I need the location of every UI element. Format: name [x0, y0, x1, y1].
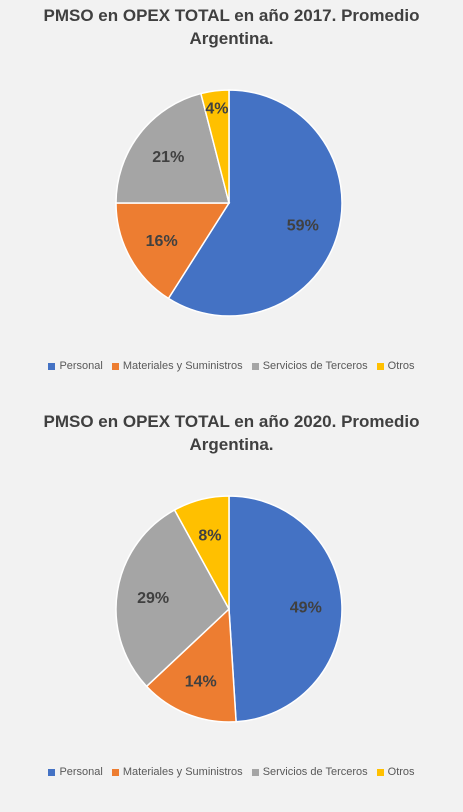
chart-panel-2017: PMSO en OPEX TOTAL en año 2017. Promedio…: [0, 4, 463, 372]
legend-label: Personal: [59, 766, 103, 778]
pie-chart-2017: 59% 16% 21% 4%: [115, 89, 343, 317]
legend-label: Otros: [387, 360, 415, 372]
legend-label: Personal: [59, 360, 103, 372]
chart-title: PMSO en OPEX TOTAL en año 2020. Promedio…: [0, 410, 463, 456]
data-label-personal: 49%: [290, 600, 322, 617]
pie-slice-otros: [199, 89, 230, 204]
legend-swatch: [251, 768, 259, 776]
legend-item-materiales: Materiales y Suministros: [111, 766, 243, 778]
data-label-otros: 4%: [205, 101, 228, 118]
legend-swatch: [48, 362, 56, 370]
legend-swatch: [376, 362, 384, 370]
pie-slice-materiales: [115, 202, 231, 300]
legend-swatch: [48, 768, 56, 776]
pie-slice-personal: [228, 495, 343, 723]
pie-slice-materiales: [145, 607, 237, 723]
legend: Personal Materiales y Suministros Servic…: [0, 360, 463, 372]
legend-swatch: [251, 362, 259, 370]
legend-label: Otros: [387, 766, 415, 778]
legend-label: Servicios de Terceros: [262, 360, 368, 372]
data-label-materiales: 14%: [185, 673, 217, 690]
data-label-otros: 8%: [198, 528, 221, 545]
legend-item-materiales: Materiales y Suministros: [111, 360, 243, 372]
legend-item-otros: Otros: [376, 360, 415, 372]
legend-item-otros: Otros: [376, 766, 415, 778]
pie-slice-otros: [173, 495, 230, 610]
legend-item-servicios: Servicios de Terceros: [251, 766, 368, 778]
data-label-servicios: 29%: [137, 590, 169, 607]
chart-title-line1: PMSO en OPEX TOTAL en año 2017. Promedio: [43, 6, 420, 25]
data-label-servicios: 21%: [152, 149, 184, 166]
legend-item-personal: Personal: [48, 766, 103, 778]
data-label-materiales: 16%: [146, 233, 178, 250]
legend-label: Materiales y Suministros: [122, 766, 243, 778]
legend-swatch: [111, 768, 119, 776]
legend: Personal Materiales y Suministros Servic…: [0, 766, 463, 778]
chart-title: PMSO en OPEX TOTAL en año 2017. Promedio…: [0, 4, 463, 50]
legend-swatch: [376, 768, 384, 776]
legend-item-servicios: Servicios de Terceros: [251, 360, 368, 372]
chart-panel-2020: PMSO en OPEX TOTAL en año 2020. Promedio…: [0, 406, 463, 812]
chart-title-line1: PMSO en OPEX TOTAL en año 2020. Promedio: [43, 412, 420, 431]
legend-label: Materiales y Suministros: [122, 360, 243, 372]
data-label-personal: 59%: [287, 217, 319, 234]
pie-slice-personal: [167, 89, 343, 317]
legend-swatch: [111, 362, 119, 370]
pie-slice-servicios: [115, 508, 230, 688]
chart-title-line2: Argentina.: [189, 29, 274, 48]
pie-chart-2020: 49% 14% 29% 8%: [115, 495, 343, 723]
legend-item-personal: Personal: [48, 360, 103, 372]
pie-slice-servicios: [115, 92, 230, 204]
legend-label: Servicios de Terceros: [262, 766, 368, 778]
chart-title-line2: Argentina.: [189, 435, 274, 454]
